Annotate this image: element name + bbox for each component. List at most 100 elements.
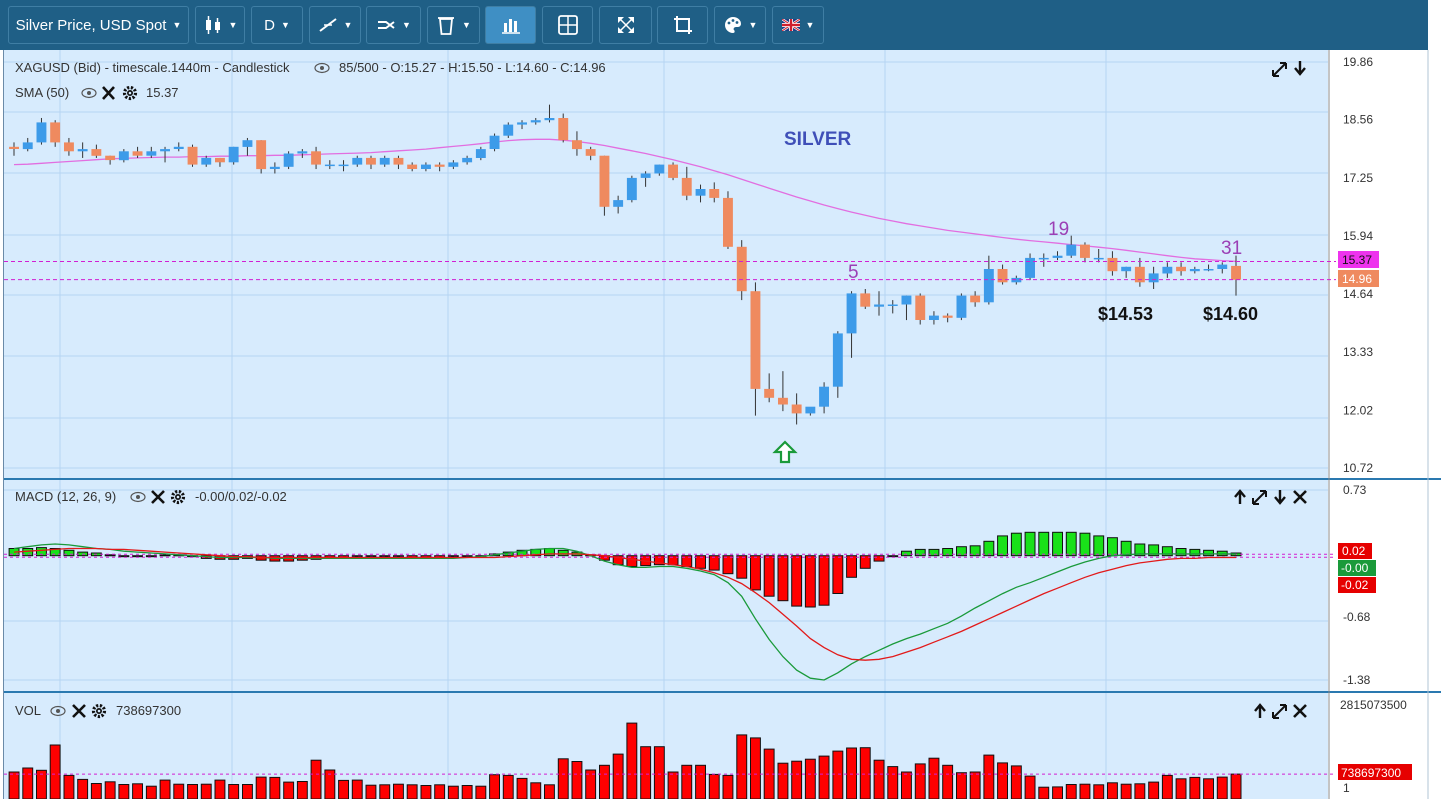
fullscreen-button[interactable] bbox=[599, 6, 652, 44]
candle-down bbox=[311, 151, 321, 165]
volume-bar bbox=[1216, 776, 1228, 799]
candle-up bbox=[173, 146, 184, 149]
candle-down bbox=[50, 122, 61, 143]
candle-up bbox=[201, 157, 212, 165]
vol-up-arrow-icon[interactable] bbox=[1254, 703, 1266, 718]
macd-close-panel-icon[interactable] bbox=[1293, 490, 1307, 504]
candle-up bbox=[544, 118, 555, 121]
draw-line-button[interactable]: ▼ bbox=[309, 6, 361, 44]
sma-close-icon[interactable] bbox=[102, 86, 115, 100]
volume-bar bbox=[873, 759, 885, 799]
volume-bar bbox=[447, 785, 459, 799]
candle-down bbox=[366, 157, 376, 165]
timeframe-label: D bbox=[264, 16, 275, 34]
candle-down bbox=[572, 140, 582, 150]
vol-close-panel-icon[interactable] bbox=[1293, 704, 1307, 718]
language-button[interactable]: ▼ bbox=[772, 6, 824, 44]
macd-histogram-bar bbox=[351, 555, 363, 558]
macd-histogram-bar bbox=[365, 555, 377, 558]
volume-bar bbox=[1065, 784, 1077, 799]
price-visibility-icon[interactable] bbox=[314, 62, 330, 74]
macd-histogram-bar bbox=[1203, 549, 1214, 557]
candle-up bbox=[1025, 257, 1035, 278]
delete-button[interactable]: ▼ bbox=[427, 6, 480, 44]
sma-value: 15.37 bbox=[146, 85, 179, 100]
candle-down bbox=[750, 291, 761, 389]
macd-histogram-bar bbox=[461, 555, 473, 558]
macd-histogram-bar bbox=[1079, 532, 1091, 557]
volume-bar bbox=[667, 771, 679, 799]
macd-histogram-bar bbox=[873, 555, 885, 562]
macd-y-tick-label: -1.38 bbox=[1343, 673, 1371, 687]
price-plot-area[interactable] bbox=[4, 50, 1328, 478]
vol-y-tick-label: 1 bbox=[1343, 781, 1350, 795]
volume-bar bbox=[36, 769, 47, 799]
volume-bar bbox=[887, 766, 899, 799]
candle-down bbox=[599, 155, 610, 207]
price-down-arrow-icon[interactable] bbox=[1294, 61, 1306, 76]
candle-up bbox=[805, 406, 816, 414]
macd-histogram-bar bbox=[983, 540, 995, 557]
macd-histogram-bar bbox=[1120, 540, 1132, 557]
price-expand-icon[interactable] bbox=[1272, 62, 1287, 77]
chart-svg[interactable]: 19.86 18.56 17.25 15.94 14.64 13.33 12.02 10.72… bbox=[0, 50, 1441, 799]
chevron-down-icon: ▼ bbox=[462, 20, 471, 30]
candle-up bbox=[1093, 257, 1104, 260]
macd-histogram-bar bbox=[1093, 535, 1105, 557]
candle-up bbox=[1052, 255, 1063, 258]
volume-layer bbox=[4, 722, 1336, 799]
candle-down bbox=[997, 269, 1008, 283]
volume-plot-area[interactable] bbox=[4, 693, 1328, 799]
volume-bar bbox=[1107, 782, 1118, 799]
macd-gear-icon[interactable] bbox=[170, 489, 186, 505]
fit-button[interactable] bbox=[657, 6, 708, 44]
volume-bar bbox=[1148, 781, 1160, 799]
crosshair-button[interactable] bbox=[542, 6, 593, 44]
candles bbox=[9, 104, 1241, 425]
vol-expand-icon[interactable] bbox=[1272, 704, 1287, 719]
annotation-19: 19 bbox=[1048, 219, 1069, 240]
volume-bar bbox=[846, 747, 857, 799]
sma-visibility-icon[interactable] bbox=[81, 87, 97, 99]
vol-gear-icon[interactable] bbox=[91, 703, 107, 719]
price-y-tick-label: 12.02 bbox=[1343, 403, 1373, 417]
macd-y-tick-label: 0.73 bbox=[1343, 483, 1367, 497]
close-badge bbox=[1338, 270, 1379, 287]
macd-expand-icon[interactable] bbox=[1252, 490, 1267, 505]
macd-down-arrow-icon[interactable] bbox=[1274, 490, 1286, 505]
volume-bar bbox=[1038, 786, 1050, 799]
macd-visibility-icon[interactable] bbox=[130, 491, 146, 503]
volume-bar bbox=[640, 746, 652, 799]
candle-up bbox=[462, 157, 473, 163]
macd-y-tick-label: -0.68 bbox=[1343, 610, 1371, 624]
macd-histogram-bar bbox=[736, 555, 748, 579]
grid bbox=[4, 50, 1328, 799]
vol-label: VOL bbox=[15, 703, 41, 718]
volume-bar bbox=[310, 759, 322, 799]
symbol-selector[interactable]: Silver Price, USD Spot ▼ bbox=[8, 6, 189, 44]
theme-button[interactable]: ▼ bbox=[714, 6, 766, 44]
macd-histogram-bar bbox=[997, 535, 1008, 557]
volume-bar bbox=[145, 785, 157, 799]
candle-type-button[interactable]: ▼ bbox=[195, 6, 245, 44]
macd-histogram-bar bbox=[942, 548, 954, 557]
volume-bar bbox=[859, 747, 871, 799]
macd-histogram-bar bbox=[1134, 543, 1146, 557]
indicators-button[interactable] bbox=[485, 6, 536, 44]
candle-up bbox=[1038, 257, 1049, 260]
vol-visibility-icon[interactable] bbox=[50, 705, 66, 717]
volume-bar bbox=[1161, 774, 1173, 799]
macd-plot-area[interactable] bbox=[4, 480, 1328, 691]
vol-close-icon[interactable] bbox=[72, 704, 86, 718]
macd-histogram-bar bbox=[750, 555, 761, 591]
timeframe-selector[interactable]: D ▼ bbox=[251, 6, 303, 44]
macd-histogram-bar bbox=[1107, 537, 1118, 557]
macd-values: -0.00/0.02/-0.02 bbox=[195, 489, 287, 504]
chart-stage: 19.86 18.56 17.25 15.94 14.64 13.33 12.02 10.72… bbox=[0, 50, 1441, 799]
macd-close-icon[interactable] bbox=[151, 490, 165, 504]
sma-gear-icon[interactable] bbox=[122, 85, 138, 101]
macd-histogram-bar bbox=[804, 555, 816, 608]
compare-button[interactable]: ▼ bbox=[366, 6, 421, 44]
volume-bar bbox=[544, 784, 555, 799]
macd-up-arrow-icon[interactable] bbox=[1234, 489, 1246, 504]
